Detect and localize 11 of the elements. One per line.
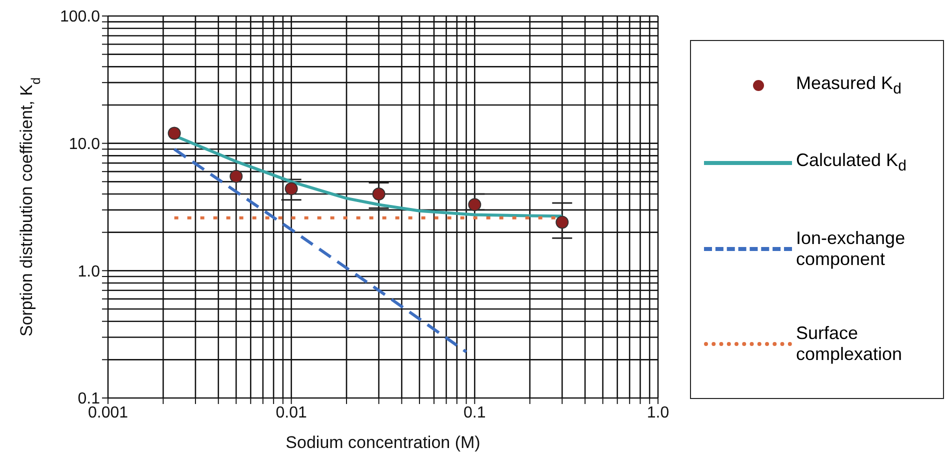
legend-label: Calculated K$_{d}$ — [796, 150, 908, 176]
y-tick-label: 100.0 — [60, 8, 100, 26]
x-axis-title: Sodium concentration (M) — [286, 433, 480, 452]
x-tick-label: 0.1 — [464, 404, 486, 422]
x-tick-label: 0.01 — [276, 404, 308, 422]
y-tick-label: 10.0 — [68, 136, 100, 154]
x-tick-label: 1.0 — [646, 404, 670, 422]
legend-label: Ion-exchange component — [796, 228, 906, 272]
y-tick-label: 1.0 — [78, 263, 100, 280]
legend-label: Surface complexation — [796, 322, 904, 366]
legend-label: Measured K$_{d}$ — [796, 72, 902, 99]
